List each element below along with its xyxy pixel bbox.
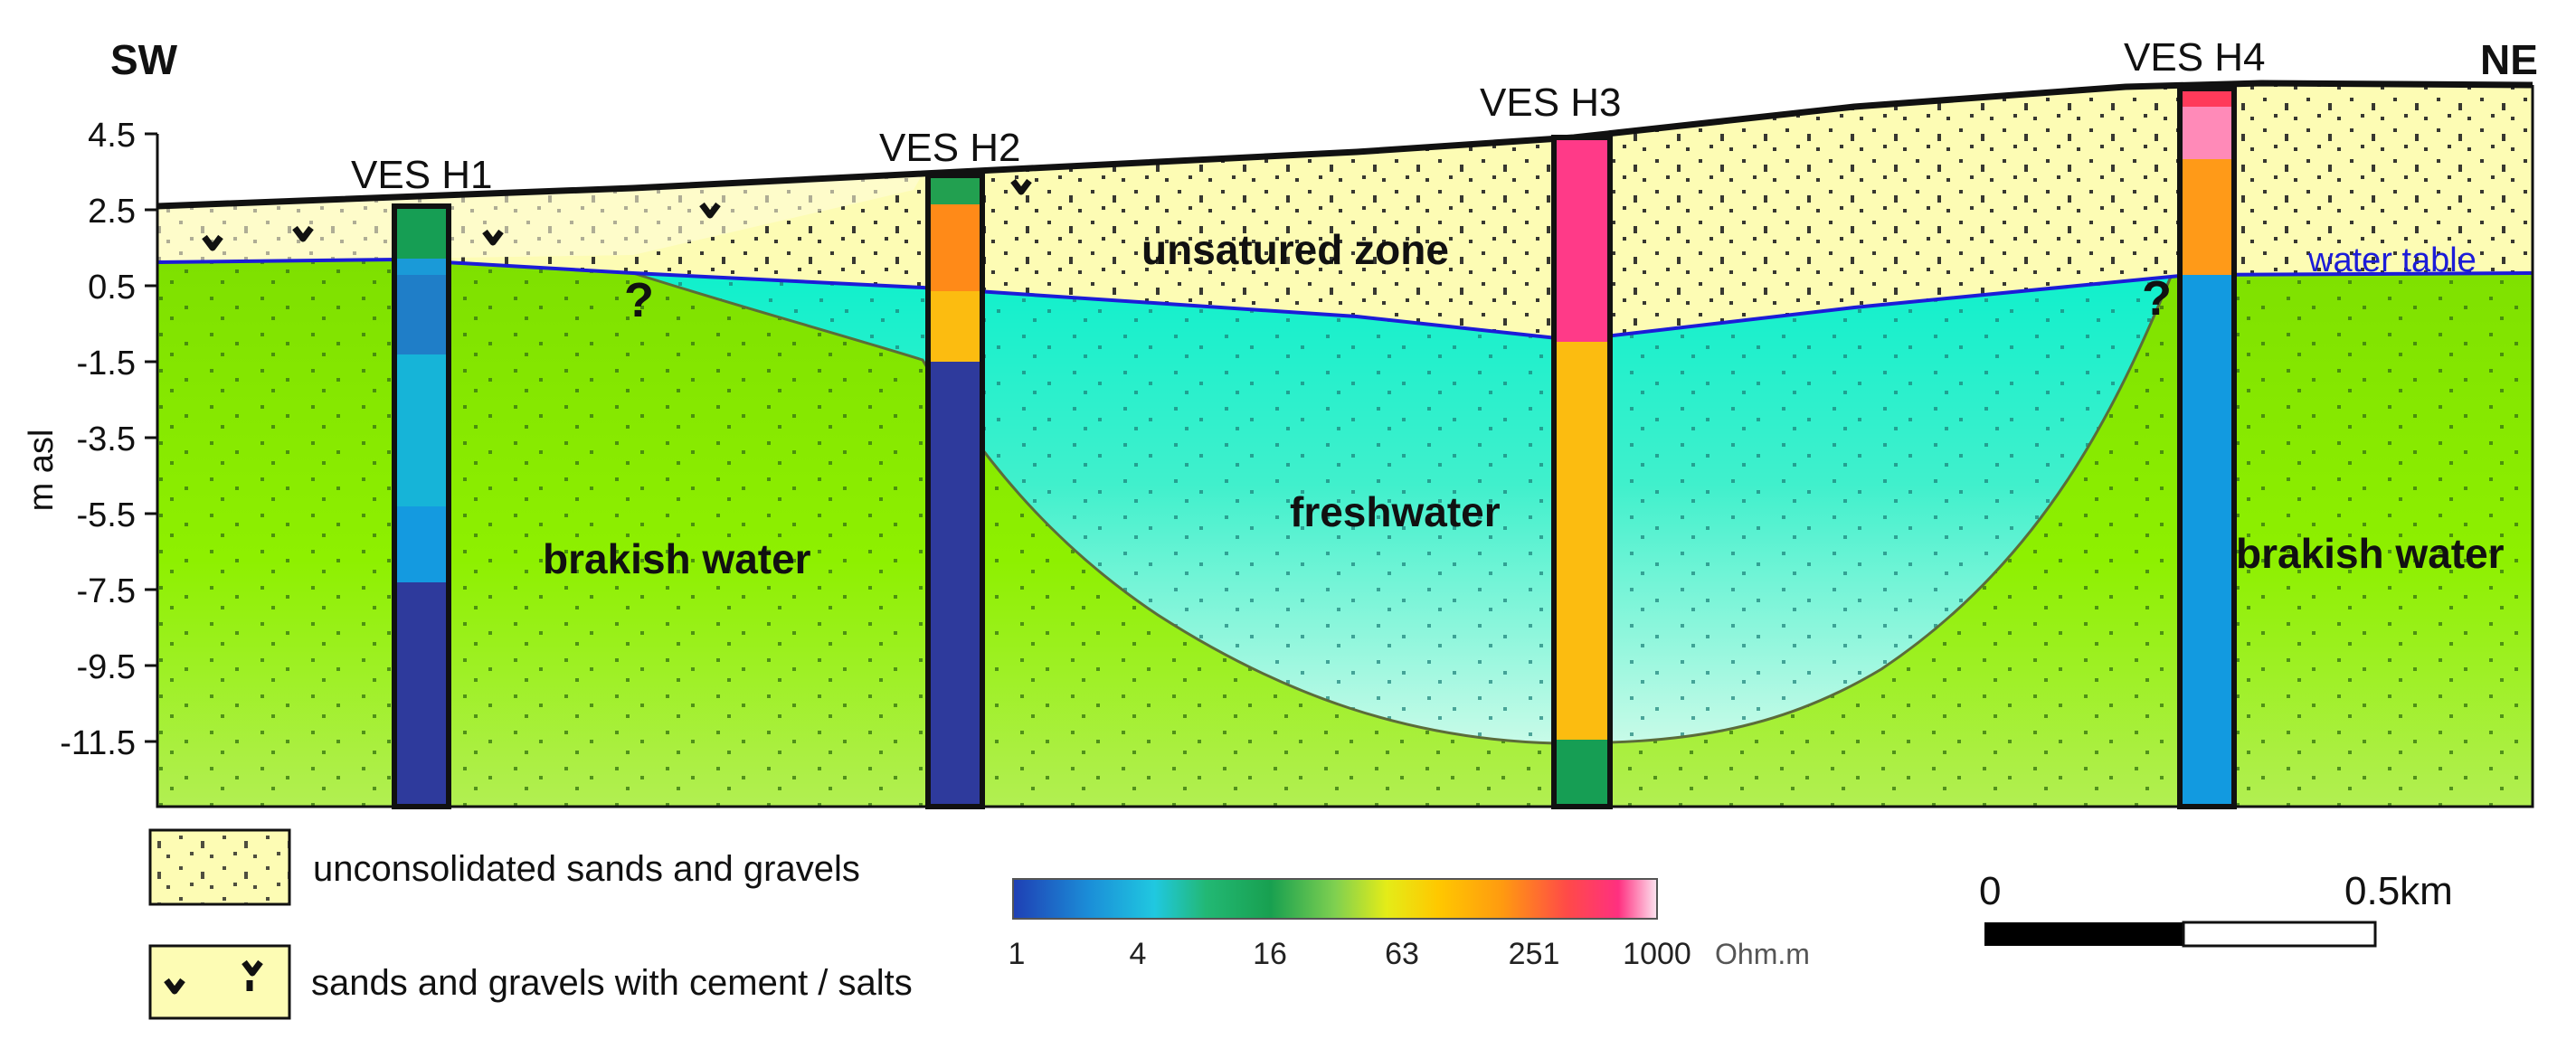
freshwater-boundary <box>632 271 2173 745</box>
y-tick-label: 2.5 <box>88 193 136 231</box>
y-tick-label: 0.5 <box>88 269 136 307</box>
ves-h3-column <box>1551 135 1613 809</box>
ves-h1-label: VES H1 <box>351 153 493 197</box>
uncertain-left-mark: ? <box>624 273 654 327</box>
colorbar-tick-label: 251 <box>1509 937 1560 971</box>
ves-h3-label: VES H3 <box>1480 80 1622 125</box>
y-tick-label: -11.5 <box>60 724 136 762</box>
colorbar-unit: Ohm.m <box>1715 938 1810 970</box>
ves-h4-column <box>2177 86 2237 809</box>
brackish-right-label: brakish water <box>2236 530 2505 577</box>
y-tick-label: -7.5 <box>77 572 136 610</box>
ves-h4-label: VES H4 <box>2124 35 2266 80</box>
colorbar-gradient <box>1012 878 1658 920</box>
legend-cement-label: sands and gravels with cement / salts <box>311 963 913 1003</box>
unsaturated-zone-label: unsatured zone <box>1141 226 1449 273</box>
direction-ne: NE <box>2480 36 2538 83</box>
water-table-line <box>156 257 2533 343</box>
ves-h1-column <box>392 203 451 809</box>
ves-h2-column <box>925 173 985 809</box>
colorbar-tick-label: 1 <box>1009 937 1026 971</box>
y-tick-label: 4.5 <box>88 117 136 155</box>
cement-wedge <box>157 174 923 262</box>
freshwater-label: freshwater <box>1290 488 1501 535</box>
y-tick-label: -1.5 <box>77 345 136 383</box>
resistivity-colorbar: 1 4 16 63 251 1000 Ohm.m <box>979 872 1810 971</box>
water-table-label: water table <box>2307 241 2477 279</box>
freshwater-pattern <box>633 273 2171 743</box>
cement-markers <box>202 178 1032 251</box>
cross-section <box>156 80 2534 808</box>
colorbar-tick-label: 63 <box>1385 937 1419 971</box>
y-axis-ticks <box>145 132 157 743</box>
legend-sand-label: unconsolidated sands and gravels <box>313 849 860 889</box>
colorbar-tick-label: 16 <box>1253 937 1287 971</box>
colorbar-tick-label: 4 <box>1130 937 1147 971</box>
scale-bar-start: 0 <box>1979 869 2001 913</box>
colorbar-tick-label: 1000 <box>1623 937 1691 971</box>
scale-bar-end: 0.5km <box>2344 869 2453 913</box>
direction-sw: SW <box>110 36 178 83</box>
scale-bar: 0 0.5km <box>1979 869 2453 948</box>
legend-cement-swatch <box>148 944 291 1020</box>
y-axis: 4.5 2.5 0.5 -1.5 -3.5 -5.5 -7.5 -9.5 -11… <box>23 117 159 807</box>
uncertain-right-mark: ? <box>2142 271 2172 326</box>
y-tick-label: -9.5 <box>77 648 136 686</box>
ves-h2-label: VES H2 <box>879 126 1021 170</box>
brackish-left-label: brakish water <box>543 535 811 582</box>
y-axis-label: m asl <box>23 430 61 512</box>
y-tick-label: -5.5 <box>77 496 136 534</box>
y-tick-label: -3.5 <box>77 420 136 458</box>
legend: unconsolidated sands and gravels sands a… <box>148 828 913 1020</box>
